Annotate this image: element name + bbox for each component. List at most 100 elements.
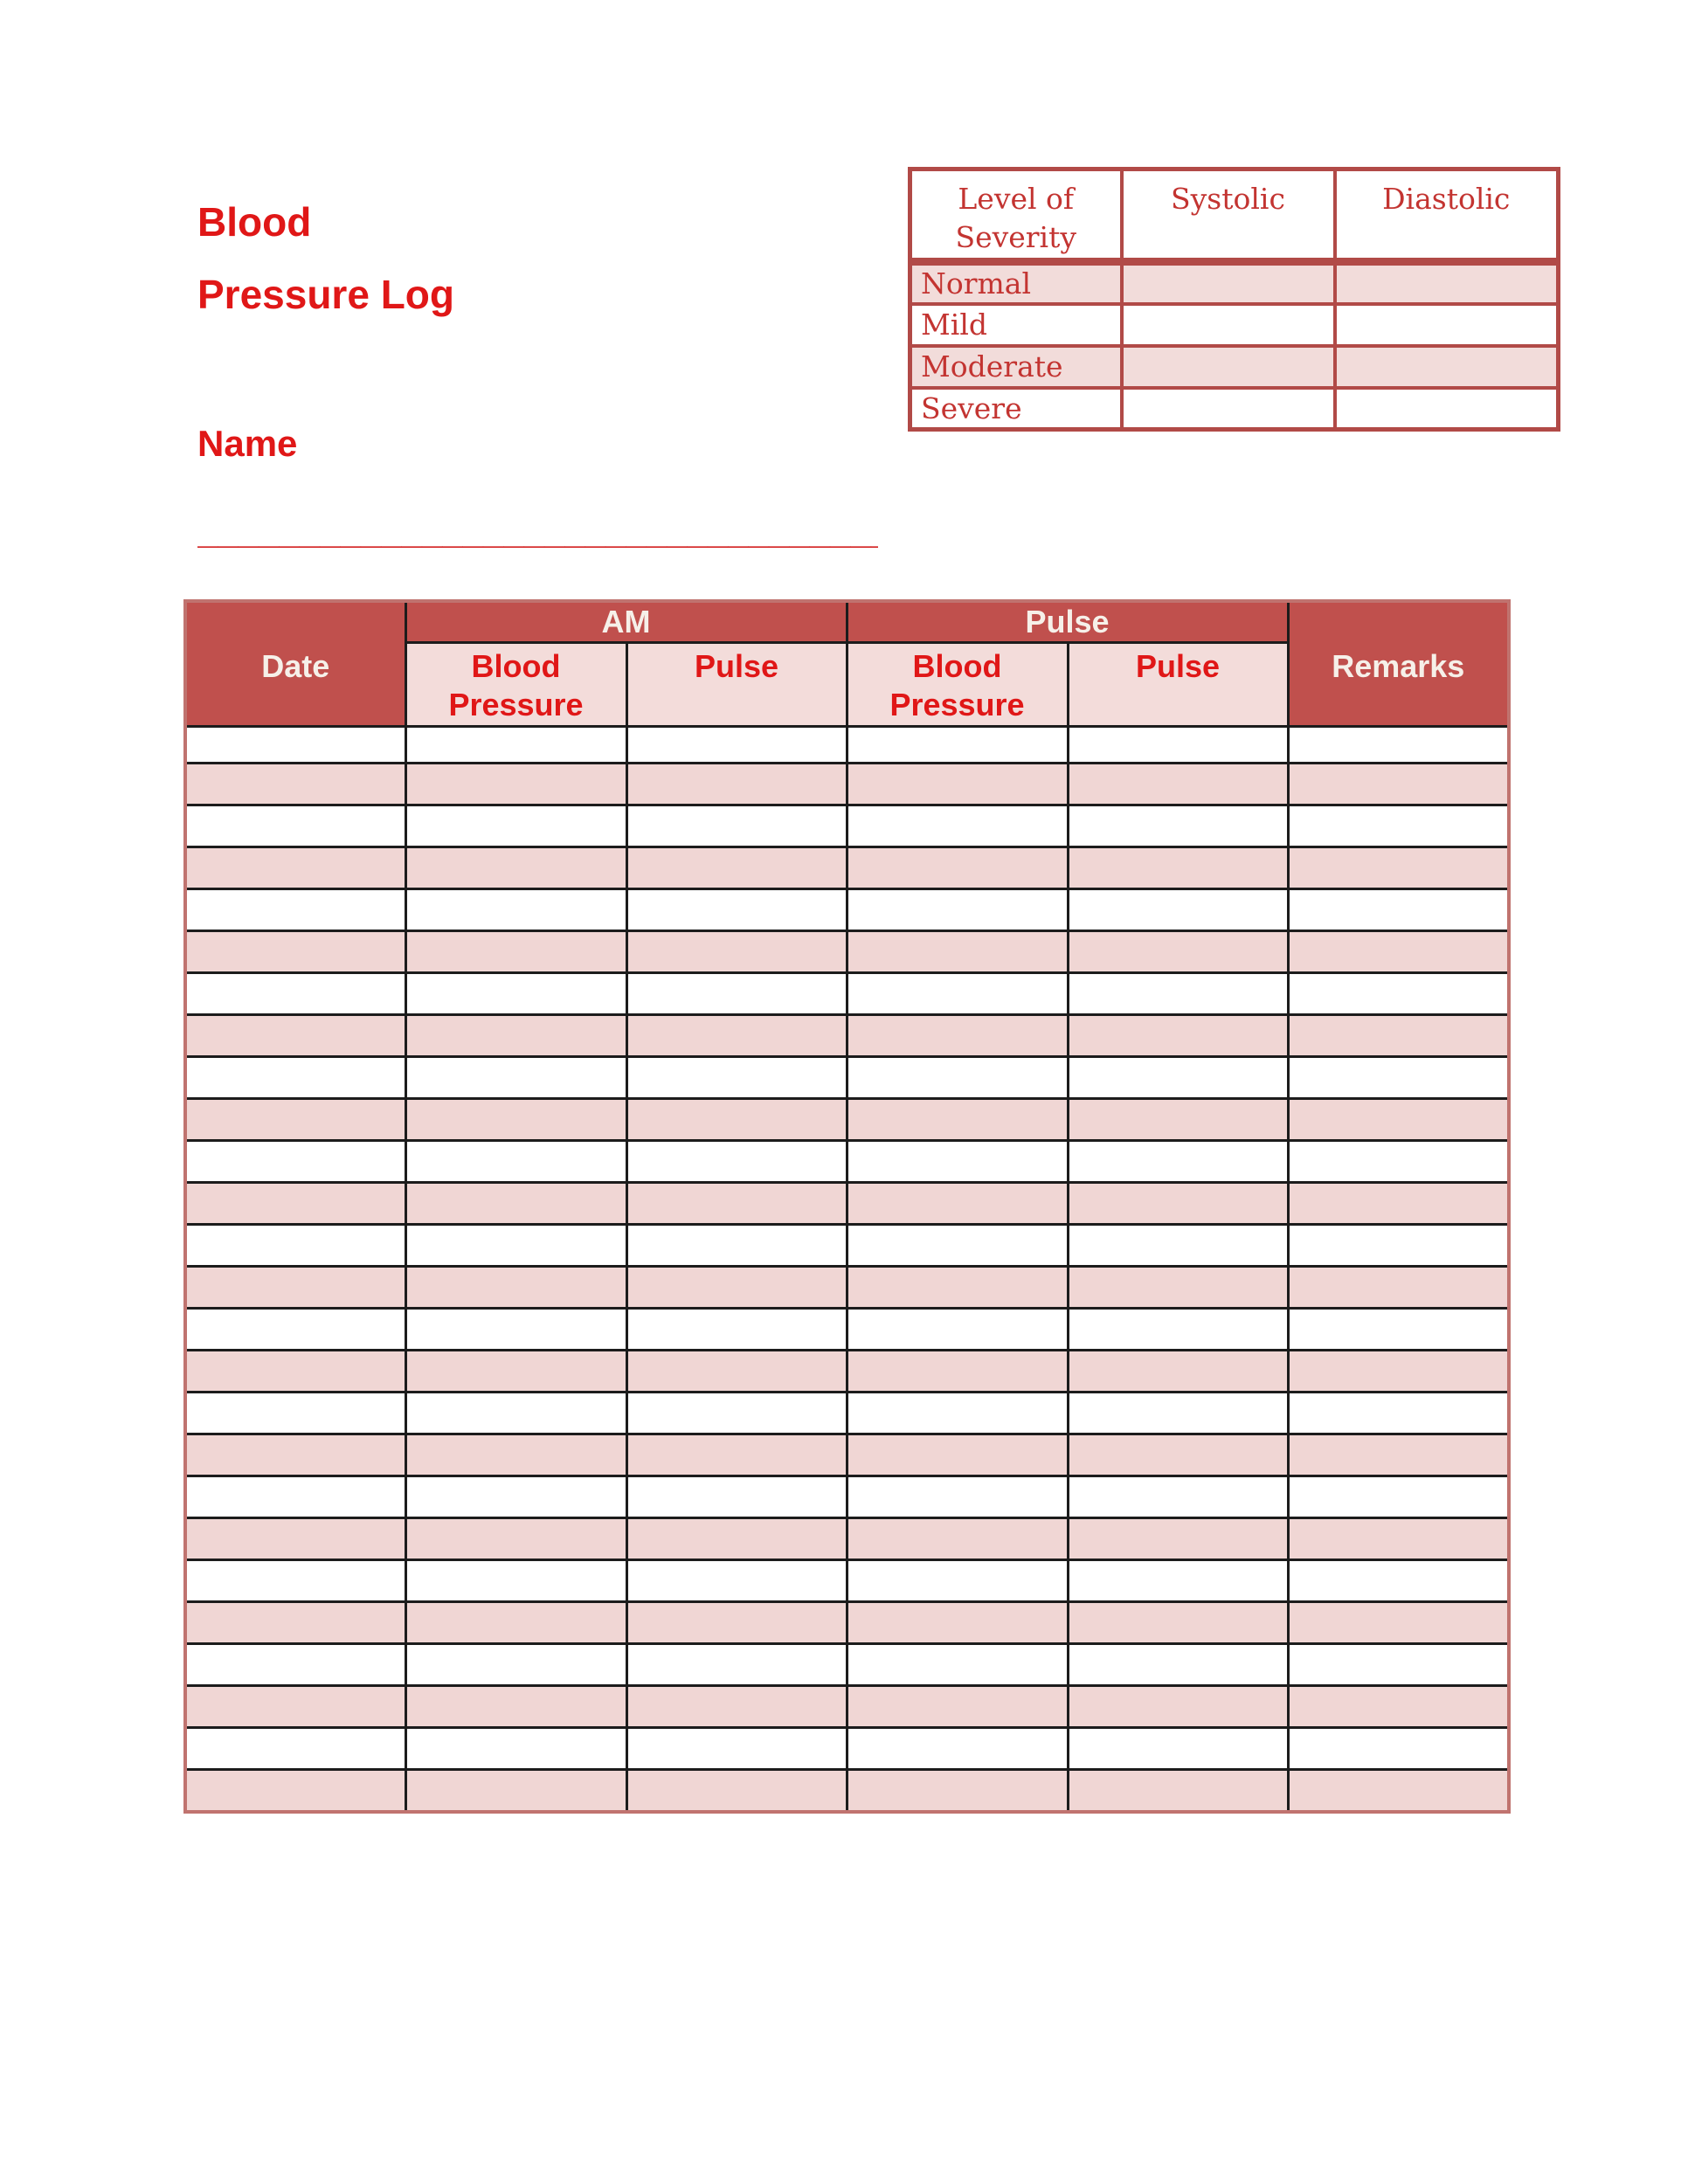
log-cell-am_pulse[interactable]: [625, 1684, 848, 1729]
log-cell-pm_pulse[interactable]: [1066, 971, 1290, 1016]
log-cell-pm_blood_pressure[interactable]: [845, 1097, 1069, 1142]
log-cell-remarks[interactable]: [1286, 1684, 1511, 1729]
log-cell-am_pulse[interactable]: [625, 1642, 848, 1687]
severity-diastolic-cell[interactable]: [1332, 259, 1560, 306]
severity-systolic-cell[interactable]: [1119, 301, 1337, 348]
log-cell-pm_pulse[interactable]: [1066, 1181, 1290, 1226]
log-cell-pm_blood_pressure[interactable]: [845, 1265, 1069, 1310]
log-cell-pm_pulse[interactable]: [1066, 1097, 1290, 1142]
log-cell-am_blood_pressure[interactable]: [404, 1013, 628, 1058]
log-cell-date[interactable]: [183, 846, 407, 890]
log-cell-pm_blood_pressure[interactable]: [845, 1139, 1069, 1184]
log-cell-am_blood_pressure[interactable]: [404, 725, 628, 764]
log-cell-date[interactable]: [183, 1726, 407, 1771]
log-cell-pm_blood_pressure[interactable]: [845, 1642, 1069, 1687]
log-cell-am_pulse[interactable]: [625, 1013, 848, 1058]
log-cell-pm_pulse[interactable]: [1066, 1349, 1290, 1393]
log-cell-am_blood_pressure[interactable]: [404, 1559, 628, 1603]
log-cell-remarks[interactable]: [1286, 1726, 1511, 1771]
log-cell-remarks[interactable]: [1286, 1475, 1511, 1519]
log-cell-am_blood_pressure[interactable]: [404, 1433, 628, 1477]
log-cell-remarks[interactable]: [1286, 1097, 1511, 1142]
log-cell-pm_pulse[interactable]: [1066, 1642, 1290, 1687]
log-cell-am_pulse[interactable]: [625, 888, 848, 932]
log-cell-pm_pulse[interactable]: [1066, 1768, 1290, 1813]
log-cell-am_pulse[interactable]: [625, 1726, 848, 1771]
log-cell-pm_blood_pressure[interactable]: [845, 1391, 1069, 1435]
log-cell-am_blood_pressure[interactable]: [404, 1391, 628, 1435]
log-cell-date[interactable]: [183, 1684, 407, 1729]
log-cell-am_blood_pressure[interactable]: [404, 1726, 628, 1771]
log-cell-am_pulse[interactable]: [625, 1307, 848, 1351]
log-cell-pm_blood_pressure[interactable]: [845, 1349, 1069, 1393]
log-cell-am_blood_pressure[interactable]: [404, 846, 628, 890]
log-cell-date[interactable]: [183, 1768, 407, 1813]
log-cell-pm_pulse[interactable]: [1066, 804, 1290, 848]
log-cell-remarks[interactable]: [1286, 1307, 1511, 1351]
log-cell-pm_blood_pressure[interactable]: [845, 1475, 1069, 1519]
log-cell-remarks[interactable]: [1286, 1642, 1511, 1687]
log-cell-date[interactable]: [183, 1559, 407, 1603]
log-cell-pm_blood_pressure[interactable]: [845, 725, 1069, 764]
log-cell-am_blood_pressure[interactable]: [404, 1684, 628, 1729]
log-cell-pm_blood_pressure[interactable]: [845, 1433, 1069, 1477]
log-cell-pm_pulse[interactable]: [1066, 1475, 1290, 1519]
log-cell-date[interactable]: [183, 804, 407, 848]
log-cell-date[interactable]: [183, 725, 407, 764]
log-cell-remarks[interactable]: [1286, 846, 1511, 890]
log-cell-remarks[interactable]: [1286, 1517, 1511, 1561]
log-cell-remarks[interactable]: [1286, 1181, 1511, 1226]
log-cell-date[interactable]: [183, 971, 407, 1016]
log-cell-remarks[interactable]: [1286, 804, 1511, 848]
log-cell-pm_blood_pressure[interactable]: [845, 762, 1069, 806]
log-cell-date[interactable]: [183, 1433, 407, 1477]
log-cell-am_pulse[interactable]: [625, 1600, 848, 1645]
log-cell-am_pulse[interactable]: [625, 1139, 848, 1184]
log-cell-date[interactable]: [183, 762, 407, 806]
log-cell-am_blood_pressure[interactable]: [404, 762, 628, 806]
log-cell-date[interactable]: [183, 1475, 407, 1519]
log-cell-pm_blood_pressure[interactable]: [845, 804, 1069, 848]
log-cell-pm_pulse[interactable]: [1066, 762, 1290, 806]
log-cell-remarks[interactable]: [1286, 1013, 1511, 1058]
log-cell-pm_pulse[interactable]: [1066, 1265, 1290, 1310]
log-cell-pm_blood_pressure[interactable]: [845, 888, 1069, 932]
log-cell-am_pulse[interactable]: [625, 1055, 848, 1100]
log-cell-am_blood_pressure[interactable]: [404, 1181, 628, 1226]
log-cell-remarks[interactable]: [1286, 1559, 1511, 1603]
log-cell-pm_pulse[interactable]: [1066, 725, 1290, 764]
log-cell-remarks[interactable]: [1286, 1768, 1511, 1813]
log-cell-remarks[interactable]: [1286, 762, 1511, 806]
log-cell-date[interactable]: [183, 1139, 407, 1184]
log-cell-pm_blood_pressure[interactable]: [845, 1223, 1069, 1268]
log-cell-am_blood_pressure[interactable]: [404, 971, 628, 1016]
log-cell-pm_pulse[interactable]: [1066, 1600, 1290, 1645]
log-cell-am_pulse[interactable]: [625, 971, 848, 1016]
log-cell-pm_blood_pressure[interactable]: [845, 1768, 1069, 1813]
log-cell-am_blood_pressure[interactable]: [404, 804, 628, 848]
log-cell-am_blood_pressure[interactable]: [404, 1768, 628, 1813]
severity-systolic-cell[interactable]: [1119, 259, 1337, 306]
log-cell-date[interactable]: [183, 1642, 407, 1687]
log-cell-pm_blood_pressure[interactable]: [845, 1013, 1069, 1058]
log-cell-remarks[interactable]: [1286, 1391, 1511, 1435]
log-cell-pm_pulse[interactable]: [1066, 1559, 1290, 1603]
log-cell-pm_pulse[interactable]: [1066, 930, 1290, 974]
log-cell-remarks[interactable]: [1286, 1600, 1511, 1645]
log-cell-remarks[interactable]: [1286, 1265, 1511, 1310]
log-cell-am_pulse[interactable]: [625, 1097, 848, 1142]
log-cell-remarks[interactable]: [1286, 971, 1511, 1016]
log-cell-pm_blood_pressure[interactable]: [845, 930, 1069, 974]
log-cell-remarks[interactable]: [1286, 725, 1511, 764]
log-cell-am_pulse[interactable]: [625, 930, 848, 974]
log-cell-am_pulse[interactable]: [625, 1559, 848, 1603]
severity-diastolic-cell[interactable]: [1332, 343, 1560, 390]
log-cell-pm_pulse[interactable]: [1066, 1055, 1290, 1100]
log-cell-pm_pulse[interactable]: [1066, 888, 1290, 932]
log-cell-remarks[interactable]: [1286, 1433, 1511, 1477]
log-cell-remarks[interactable]: [1286, 930, 1511, 974]
log-cell-am_blood_pressure[interactable]: [404, 1223, 628, 1268]
log-cell-date[interactable]: [183, 1013, 407, 1058]
log-cell-remarks[interactable]: [1286, 1055, 1511, 1100]
log-cell-pm_blood_pressure[interactable]: [845, 1181, 1069, 1226]
